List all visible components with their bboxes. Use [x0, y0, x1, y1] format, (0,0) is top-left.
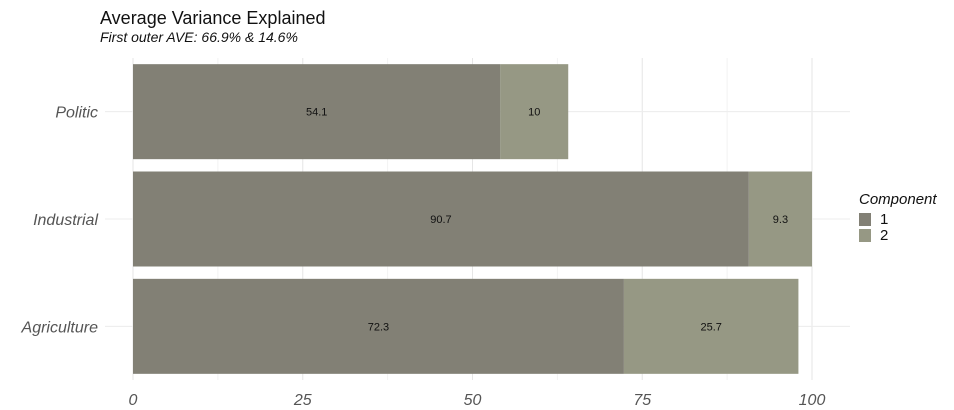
data-label: 10: [528, 107, 540, 119]
chart-subtitle: First outer AVE: 66.9% & 14.6%: [100, 29, 298, 45]
legend: Component 1 2: [859, 191, 937, 244]
legend-label-1: 1: [880, 210, 889, 228]
data-label: 9.3: [773, 214, 788, 226]
bar-politic-component-2: [500, 64, 569, 160]
category-label: Politic: [55, 105, 98, 122]
data-label: 72.3: [368, 321, 389, 333]
data-label: 25.7: [700, 321, 721, 333]
bar-industrial-component-1: [133, 171, 749, 267]
category-label: Industrial: [33, 212, 98, 229]
bar-agriculture-component-1: [133, 278, 624, 374]
legend-swatch-1: [859, 212, 871, 226]
x-tick-label: 75: [633, 392, 651, 409]
bar-industrial-component-2: [748, 171, 812, 267]
x-tick-label: 25: [293, 392, 312, 409]
legend-swatch-2: [859, 228, 871, 242]
x-tick-label: 0: [129, 392, 138, 409]
bar-agriculture-component-2: [623, 278, 799, 374]
bar-politic-component-1: [133, 64, 501, 160]
data-label: 90.7: [430, 214, 451, 226]
x-tick-label: 50: [464, 392, 482, 409]
legend-title: Component: [859, 191, 937, 208]
legend-item-2: 2: [859, 226, 937, 244]
data-label: 54.1: [306, 107, 327, 119]
category-label: Agriculture: [21, 319, 99, 336]
legend-label-2: 2: [880, 226, 889, 244]
chart-title: Average Variance Explained: [100, 8, 326, 28]
legend-item-1: 1: [859, 210, 937, 228]
x-tick-label: 100: [799, 392, 826, 409]
